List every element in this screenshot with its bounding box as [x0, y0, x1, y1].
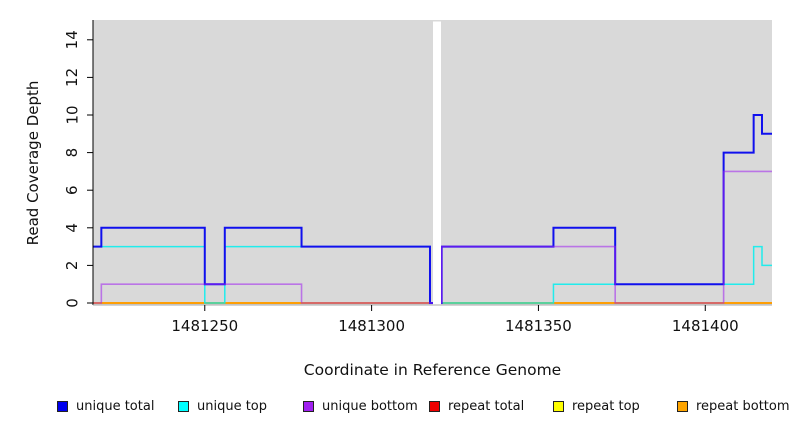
legend-item-repeat-top: repeat top [553, 399, 640, 414]
legend-swatch-icon [303, 401, 314, 412]
y-tick-label: 0 [63, 298, 81, 308]
legend-label: unique bottom [322, 399, 418, 414]
x-tick-label: 1481400 [672, 317, 739, 335]
legend-swatch-icon [677, 401, 688, 412]
y-tick-label: 10 [63, 105, 81, 124]
legend-label: unique total [76, 399, 155, 414]
legend-swatch-icon [178, 401, 189, 412]
legend-swatch-icon [553, 401, 564, 412]
legend-label: repeat total [448, 399, 525, 414]
y-tick-label: 14 [63, 30, 81, 49]
plot-panel-background [93, 20, 772, 305]
plot-area-svg: 0 2 4 6 8 10 12 14 1481250 1481300 1481350 1481400 [63, 20, 772, 335]
y-tick-label: 8 [63, 148, 81, 158]
x-axis-title: Coordinate in Reference Genome [303, 361, 562, 379]
legend-label: repeat bottom [696, 399, 790, 414]
y-axis-title: Read Coverage Depth [24, 80, 42, 246]
legend-item-unique-total: unique total [57, 399, 154, 414]
series-line-unique-top [93, 245, 772, 304]
legend: unique total unique top unique bottom repea… [0, 399, 792, 421]
y-tick-label: 6 [63, 185, 81, 195]
y-tick-label: 4 [63, 223, 81, 233]
series-line-unique-bottom [93, 170, 772, 304]
legend-label: repeat top [572, 399, 640, 414]
legend-swatch-icon [57, 401, 68, 412]
x-tick-label: 1481250 [171, 317, 238, 335]
y-tick-label: 2 [63, 261, 81, 271]
no-data-gap-mask [433, 21, 442, 305]
y-tick-label: 12 [63, 68, 81, 87]
legend-item-unique-bottom: unique bottom [303, 399, 418, 414]
legend-item-unique-top: unique top [178, 399, 267, 414]
series-group [93, 114, 772, 304]
legend-label: unique top [197, 399, 268, 414]
legend-item-repeat-total: repeat total [429, 399, 524, 414]
x-tick-label: 1481350 [505, 317, 572, 335]
x-tick-label: 1481300 [338, 317, 405, 335]
legend-swatch-icon [429, 401, 440, 412]
legend-item-repeat-bottom: repeat bottom [677, 399, 790, 414]
